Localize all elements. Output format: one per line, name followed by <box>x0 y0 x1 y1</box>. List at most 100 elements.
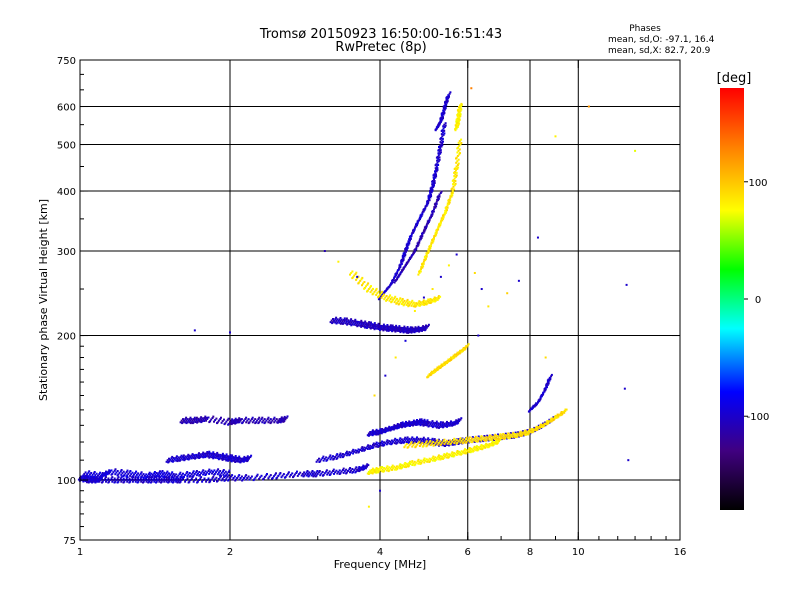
data-point <box>430 241 433 244</box>
data-point <box>248 457 250 460</box>
data-point <box>420 421 422 424</box>
data-point <box>320 472 323 475</box>
data-point <box>464 448 466 451</box>
data-point <box>395 442 398 445</box>
data-point <box>448 444 450 447</box>
data-point <box>198 419 200 422</box>
data-point <box>439 455 442 458</box>
data-point <box>145 480 148 483</box>
data-point <box>451 451 454 454</box>
data-point <box>535 429 538 431</box>
data-point <box>234 417 237 420</box>
data-point <box>455 454 458 456</box>
data-point <box>232 457 235 460</box>
data-point <box>213 473 216 476</box>
data-point <box>416 436 418 439</box>
data-point <box>375 428 378 431</box>
data-point <box>385 295 388 297</box>
data-point <box>246 419 249 422</box>
data-point <box>376 443 379 446</box>
data-point <box>465 436 468 439</box>
data-point <box>180 479 183 481</box>
data-point <box>197 472 199 475</box>
data-point <box>115 471 118 474</box>
data-point <box>177 474 180 477</box>
data-point <box>207 477 210 480</box>
data-point <box>483 445 485 448</box>
data-point <box>122 481 125 484</box>
data-point <box>436 161 439 164</box>
data-point <box>415 328 418 331</box>
data-point <box>203 477 206 480</box>
data-point <box>269 474 272 477</box>
data-point <box>456 109 459 112</box>
data-point <box>271 419 274 422</box>
data-point <box>424 206 427 209</box>
data-point <box>381 442 384 445</box>
data-point <box>433 370 436 373</box>
data-point <box>136 481 139 484</box>
data-point <box>247 422 250 425</box>
data-point <box>358 470 361 473</box>
data-point <box>367 470 370 473</box>
data-point <box>422 299 425 302</box>
data-point <box>473 445 476 448</box>
data-point <box>537 426 540 429</box>
data-point <box>461 442 464 445</box>
data-point <box>397 303 400 306</box>
data-point <box>162 476 165 479</box>
data-point <box>210 469 213 472</box>
data-point <box>178 457 181 460</box>
data-point <box>389 324 392 327</box>
data-point <box>187 419 190 422</box>
data-point <box>404 422 407 425</box>
data-point <box>217 419 220 422</box>
data-point <box>345 318 348 321</box>
data-point <box>457 162 460 165</box>
data-point <box>111 476 114 479</box>
data-point <box>326 473 329 476</box>
data-point <box>230 460 233 463</box>
data-point <box>328 470 331 473</box>
data-point <box>168 457 170 460</box>
data-point <box>431 437 434 440</box>
data-point <box>232 419 235 422</box>
data-point <box>206 471 209 474</box>
data-point <box>439 366 442 369</box>
data-point <box>379 428 382 431</box>
data-point <box>230 420 233 423</box>
data-point <box>473 271 476 274</box>
data-point <box>357 320 360 323</box>
data-point <box>404 423 407 426</box>
data-point <box>407 423 410 425</box>
data-point <box>426 438 429 441</box>
data-point <box>426 424 429 427</box>
data-point <box>403 446 406 449</box>
data-point <box>150 472 153 475</box>
data-point <box>448 424 451 427</box>
data-point <box>331 322 334 325</box>
data-point <box>431 239 434 242</box>
data-point <box>430 439 433 442</box>
data-point <box>216 469 219 472</box>
data-point <box>229 331 231 334</box>
data-point <box>227 479 230 482</box>
data-point <box>202 479 205 481</box>
data-point <box>139 472 142 475</box>
data-point <box>441 424 444 427</box>
data-point <box>272 475 275 478</box>
data-point <box>396 269 399 272</box>
data-point <box>188 475 191 478</box>
data-point <box>176 460 179 463</box>
data-point <box>238 421 241 424</box>
data-point <box>369 322 372 325</box>
data-point <box>412 305 415 308</box>
data-point <box>441 137 444 140</box>
data-point <box>454 440 457 443</box>
data-point <box>185 419 188 422</box>
data-point <box>374 443 377 445</box>
data-point <box>469 439 472 441</box>
data-point <box>493 438 496 441</box>
data-point <box>416 327 419 330</box>
